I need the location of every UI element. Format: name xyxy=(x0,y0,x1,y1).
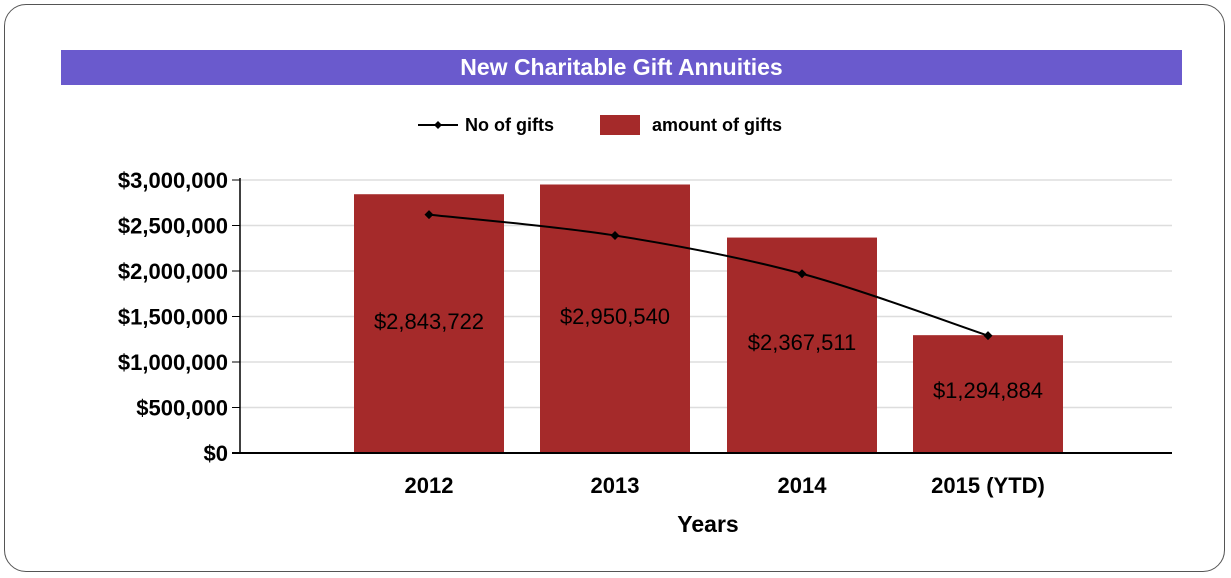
line-series xyxy=(424,210,993,341)
y-tick-label: $0 xyxy=(204,441,228,466)
legend: No of gifts amount of gifts xyxy=(418,115,782,135)
y-tick-label: $1,000,000 xyxy=(118,350,228,375)
x-axis-label: Years xyxy=(677,511,738,537)
legend-bar-swatch xyxy=(600,115,640,135)
chart-title: New Charitable Gift Annuities xyxy=(61,50,1182,85)
y-tick-label: $3,000,000 xyxy=(118,168,228,193)
bar-data-label: $2,950,540 xyxy=(560,304,670,329)
line-marker xyxy=(983,331,993,341)
legend-label-line: No of gifts xyxy=(465,115,554,135)
legend-line-marker xyxy=(434,121,442,129)
line-marker xyxy=(610,231,620,241)
bar-labels: $2,843,722 $2,950,540 $2,367,511 $1,294,884 xyxy=(374,304,1043,403)
x-tick-label: 2014 xyxy=(778,473,828,498)
bar xyxy=(354,194,504,453)
line-path xyxy=(428,213,989,337)
x-tick-label: 2012 xyxy=(405,473,454,498)
bar xyxy=(913,335,1063,453)
bar-data-label: $2,843,722 xyxy=(374,309,484,334)
line-marker xyxy=(797,269,807,279)
line-marker xyxy=(424,210,434,220)
y-tick-label: $2,000,000 xyxy=(118,259,228,284)
y-tick-label: $1,500,000 xyxy=(118,305,228,330)
y-tick-labels: $0 $500,000 $1,000,000 $1,500,000 $2,000,000… xyxy=(118,168,240,466)
bars xyxy=(354,184,1063,453)
bar-data-label: $2,367,511 xyxy=(748,330,856,355)
y-tick-label: $500,000 xyxy=(136,396,228,421)
legend-label-bar: amount of gifts xyxy=(652,115,782,135)
x-tick-label: 2015 (YTD) xyxy=(931,473,1045,498)
y-tick-label: $2,500,000 xyxy=(118,214,228,239)
bar-data-label: $1,294,884 xyxy=(933,378,1043,403)
x-tick-labels: 2012 2013 2014 2015 (YTD) xyxy=(405,473,1045,498)
x-tick-label: 2013 xyxy=(591,473,640,498)
